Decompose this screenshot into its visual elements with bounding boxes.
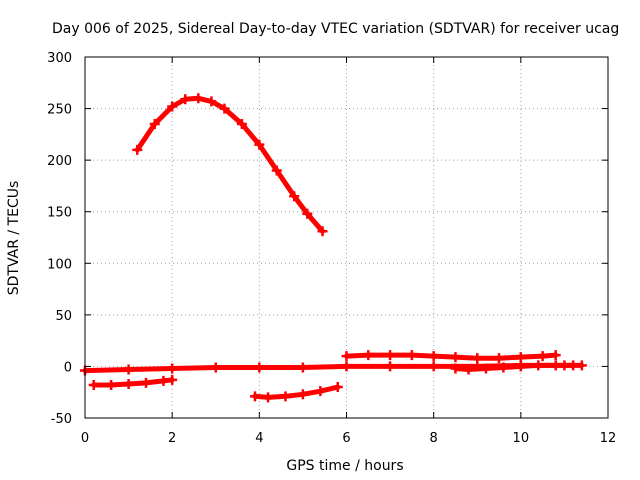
y-tick-label: 100 (47, 257, 72, 272)
y-tick-label: 300 (47, 51, 72, 66)
data-point (480, 363, 491, 374)
x-tick-label: 4 (255, 431, 263, 446)
data-point (363, 350, 374, 361)
data-point (494, 353, 505, 364)
data-point (576, 360, 587, 371)
y-axis-label: SDTVAR / TECUs (6, 181, 22, 296)
data-point (280, 391, 291, 402)
data-point (341, 351, 352, 362)
y-tick-label: 250 (47, 103, 72, 118)
series-arc-high (132, 93, 328, 237)
data-point (180, 94, 191, 105)
data-point (515, 352, 526, 363)
data-point (271, 165, 282, 176)
data-point (193, 93, 204, 104)
data-point (123, 378, 134, 389)
data-point (550, 360, 561, 371)
data-point (332, 382, 343, 393)
data-point (167, 101, 178, 112)
data-point (236, 119, 247, 130)
data-series (80, 93, 587, 403)
data-point (385, 361, 396, 372)
data-point (297, 389, 308, 400)
y-tick-labels: -50 0 50 100 150 200 250 300 (47, 51, 72, 427)
data-point (463, 364, 474, 375)
x-tick-labels: 0 2 4 6 8 10 12 (81, 431, 616, 446)
data-point (297, 362, 308, 373)
data-point (167, 374, 178, 385)
data-point (550, 350, 561, 361)
data-point (406, 350, 417, 361)
data-point (132, 144, 143, 155)
data-point (106, 379, 117, 390)
x-tick-label: 10 (513, 431, 530, 446)
data-point (254, 362, 265, 373)
data-point (167, 363, 178, 374)
data-point (428, 361, 439, 372)
data-point (533, 360, 544, 371)
data-point (315, 386, 326, 397)
x-tick-label: 6 (342, 431, 350, 446)
data-point (123, 364, 134, 375)
data-point (537, 351, 548, 362)
data-point (450, 363, 461, 374)
y-tick-label: -50 (51, 412, 72, 427)
data-point (254, 139, 265, 150)
series-arc-afternoon-low (450, 360, 579, 375)
data-point (88, 379, 99, 390)
series-arc-early-negative (88, 374, 178, 390)
y-tick-label: 200 (47, 154, 72, 169)
x-tick-label: 12 (600, 431, 617, 446)
data-point (341, 361, 352, 372)
data-point (498, 362, 509, 373)
data-point (158, 375, 169, 386)
series-arc-midday-negative (249, 382, 343, 403)
x-axis-label: GPS time / hours (286, 458, 403, 474)
data-point (302, 208, 313, 219)
data-point (385, 350, 396, 361)
y-tick-label: 50 (55, 309, 72, 324)
x-tick-label: 8 (430, 431, 438, 446)
y-tick-label: 150 (47, 206, 72, 221)
data-point (219, 103, 230, 114)
data-point (472, 353, 483, 364)
series-arc-afternoon (341, 350, 561, 364)
data-point (515, 361, 526, 372)
chart-title: Day 006 of 2025, Sidereal Day-to-day VTE… (52, 21, 619, 37)
axis-ticks (84, 56, 609, 419)
data-point (206, 96, 217, 107)
x-tick-label: 0 (81, 431, 89, 446)
data-point (317, 226, 328, 237)
data-point (263, 392, 274, 403)
data-point (568, 360, 579, 371)
data-point (141, 377, 152, 388)
data-point (289, 191, 300, 202)
data-point (210, 362, 221, 373)
data-point (249, 391, 260, 402)
data-point (428, 351, 439, 362)
x-tick-label: 2 (168, 431, 176, 446)
data-point (149, 119, 160, 130)
data-point (450, 352, 461, 363)
y-tick-label: 0 (64, 360, 72, 375)
